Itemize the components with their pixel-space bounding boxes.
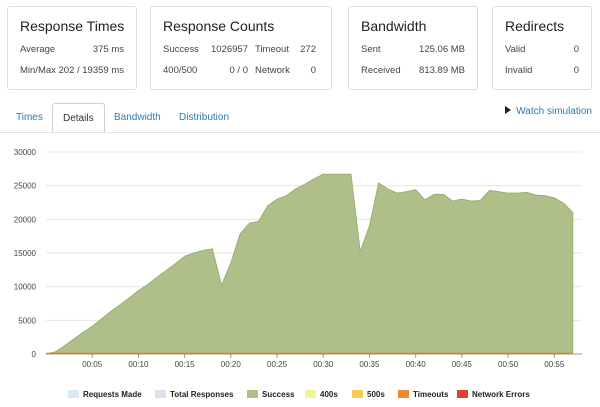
response-counts-card: Response Counts Success 1026957 Timeout … — [150, 6, 332, 90]
watch-simulation-link[interactable]: Watch simulation — [505, 106, 592, 117]
legend-label: Success — [262, 390, 295, 399]
legend-swatch — [247, 390, 258, 398]
x-tick-label: 00:40 — [406, 360, 427, 369]
timeout-value: 272 — [300, 44, 316, 55]
network-value: 0 — [310, 65, 316, 76]
legend-label: Requests Made — [83, 390, 142, 399]
watch-simulation-label: Watch simulation — [516, 106, 592, 117]
network-label: Network — [255, 65, 290, 76]
y-axis-ticks: 0 5000 10000 15000 20000 25000 30000 — [14, 148, 37, 359]
y-tick-label: 0 — [32, 350, 37, 359]
legend-swatch — [352, 390, 363, 398]
y-tick-label: 25000 — [14, 182, 37, 191]
redirects-card: Redirects Valid 0 Invalid 0 — [492, 6, 592, 90]
legend-label: Timeouts — [413, 390, 449, 399]
minmax-label: Min/Max — [20, 65, 56, 76]
x-tick-label: 00:05 — [82, 360, 103, 369]
bandwidth-title: Bandwidth — [361, 18, 427, 34]
response-counts-title: Response Counts — [163, 18, 275, 34]
legend-swatch — [155, 390, 166, 398]
x-tick-label: 00:30 — [313, 360, 334, 369]
legend-swatch — [398, 390, 409, 398]
x-axis-ticks: 00:05 00:10 00:15 00:20 00:25 00:30 00:35 00:40… — [46, 353, 582, 369]
x-tick-label: 00:15 — [175, 360, 196, 369]
redirects-title: Redirects — [505, 18, 565, 34]
x-tick-label: 00:25 — [267, 360, 288, 369]
y-tick-label: 5000 — [18, 316, 36, 325]
tab-times[interactable]: Times — [16, 112, 43, 123]
invalid-label: Invalid — [505, 65, 533, 76]
response-times-title: Response Times — [20, 18, 125, 34]
tab-divider — [0, 132, 600, 133]
x-tick-label: 00:50 — [498, 360, 519, 369]
minmax-value: 202 / 19359 ms — [58, 65, 125, 76]
legend-label: Total Responses — [170, 390, 234, 399]
x-tick-label: 00:10 — [128, 360, 149, 369]
sent-label: Sent — [361, 44, 381, 55]
success-value: 1026957 — [211, 44, 248, 55]
play-icon — [505, 106, 512, 115]
tab-details[interactable]: Details — [52, 103, 105, 133]
legend-label: Network Errors — [472, 390, 530, 399]
y-tick-label: 15000 — [14, 249, 37, 258]
bandwidth-card: Bandwidth Sent 125.06 MB Received 813.89… — [348, 6, 478, 90]
timeout-label: Timeout — [255, 44, 289, 55]
y-tick-label: 20000 — [14, 215, 37, 224]
y-tick-label: 30000 — [14, 148, 37, 157]
response-times-card: Response Times Average 375 ms Min/Max 20… — [7, 6, 137, 90]
legend-swatch — [68, 390, 79, 398]
tab-distribution[interactable]: Distribution — [179, 112, 230, 123]
x-tick-label: 00:55 — [544, 360, 565, 369]
y-tick-label: 10000 — [14, 283, 37, 292]
success-label: Success — [163, 44, 199, 55]
x-tick-label: 00:35 — [359, 360, 380, 369]
error-value: 0 / 0 — [229, 65, 249, 76]
details-chart: 0 5000 10000 15000 20000 25000 30000 00:05 00:1… — [14, 148, 582, 399]
invalid-value: 0 — [573, 65, 579, 76]
legend-swatch — [305, 390, 316, 398]
error-label: 400/500 — [163, 65, 198, 76]
received-value: 813.89 MB — [419, 65, 465, 76]
x-tick-label: 00:20 — [221, 360, 242, 369]
x-tick-label: 00:45 — [452, 360, 473, 369]
tab-bandwidth[interactable]: Bandwidth — [114, 112, 161, 123]
tab-bar: Times Details Bandwidth Distribution — [0, 103, 600, 133]
legend-label: 500s — [367, 390, 385, 399]
chart-legend: Requests Made Total Responses Success 400s 5… — [68, 390, 530, 399]
average-value: 375 ms — [92, 44, 124, 55]
received-label: Received — [361, 65, 401, 76]
legend-label: 400s — [320, 390, 338, 399]
valid-label: Valid — [505, 44, 526, 55]
average-label: Average — [20, 44, 56, 55]
series-success-area — [45, 173, 574, 355]
sent-value: 125.06 MB — [419, 44, 465, 55]
chart-series — [45, 173, 574, 355]
valid-value: 0 — [573, 44, 579, 55]
legend-swatch — [457, 390, 468, 398]
